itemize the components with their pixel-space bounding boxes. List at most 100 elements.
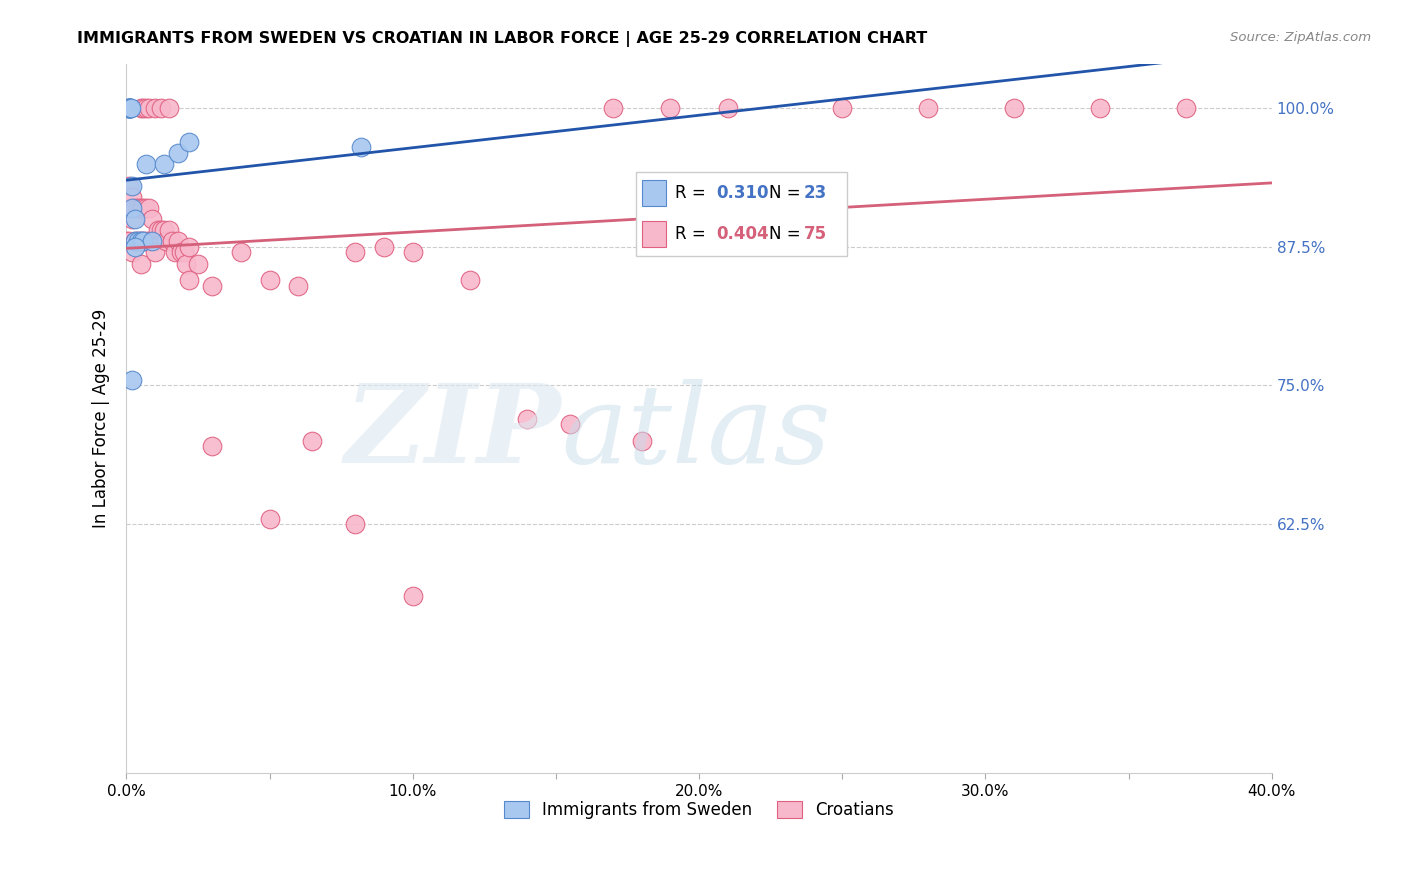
Point	[127, 201, 149, 215]
Point	[121, 201, 143, 215]
Point	[163, 245, 186, 260]
Point	[157, 223, 180, 237]
Point	[118, 102, 141, 116]
Point	[187, 256, 209, 270]
Point	[115, 235, 138, 249]
Point	[124, 235, 146, 249]
Bar	[643, 179, 666, 206]
Bar	[643, 220, 666, 247]
Point	[127, 235, 149, 249]
Point	[132, 102, 155, 116]
Point	[831, 102, 853, 116]
Point	[132, 235, 155, 249]
Point	[121, 373, 143, 387]
Point	[135, 157, 157, 171]
Point	[129, 235, 152, 249]
Point	[149, 223, 172, 237]
Point	[179, 273, 201, 287]
Text: 0.310: 0.310	[716, 184, 769, 202]
Point	[917, 102, 939, 116]
Point	[201, 440, 224, 454]
Point	[344, 245, 367, 260]
Point	[118, 201, 141, 215]
Point	[121, 245, 143, 260]
Point	[458, 273, 481, 287]
Point	[129, 235, 152, 249]
Point	[1002, 102, 1025, 116]
Text: atlas: atlas	[561, 379, 831, 487]
Point	[120, 102, 142, 116]
Legend: Immigrants from Sweden, Croatians: Immigrants from Sweden, Croatians	[498, 794, 901, 825]
Point	[143, 245, 166, 260]
Point	[120, 102, 142, 116]
Point	[630, 434, 652, 448]
Point	[149, 102, 172, 116]
Point	[166, 235, 188, 249]
Text: 23: 23	[803, 184, 827, 202]
Point	[129, 256, 152, 270]
Point	[157, 102, 180, 116]
Point	[176, 256, 198, 270]
Point	[138, 201, 160, 215]
Point	[229, 245, 252, 260]
Point	[118, 179, 141, 194]
Point	[118, 102, 141, 116]
Point	[129, 102, 152, 116]
Text: ZIP: ZIP	[344, 379, 561, 487]
Point	[170, 245, 193, 260]
Point	[135, 201, 157, 215]
Text: R =: R =	[675, 225, 706, 243]
Point	[127, 235, 149, 249]
Y-axis label: In Labor Force | Age 25-29: In Labor Force | Age 25-29	[93, 310, 110, 528]
Point	[179, 135, 201, 149]
Point	[118, 102, 141, 116]
Text: Source: ZipAtlas.com: Source: ZipAtlas.com	[1230, 31, 1371, 45]
Point	[138, 102, 160, 116]
Point	[602, 102, 624, 116]
Point	[259, 273, 281, 287]
Point	[516, 411, 538, 425]
Point	[659, 102, 682, 116]
Point	[166, 145, 188, 160]
Point	[117, 102, 139, 116]
Point	[138, 235, 160, 249]
Point	[124, 201, 146, 215]
Text: IMMIGRANTS FROM SWEDEN VS CROATIAN IN LABOR FORCE | AGE 25-29 CORRELATION CHART: IMMIGRANTS FROM SWEDEN VS CROATIAN IN LA…	[77, 31, 928, 47]
Point	[124, 212, 146, 227]
Point	[152, 157, 174, 171]
FancyBboxPatch shape	[636, 171, 846, 256]
Point	[1175, 102, 1198, 116]
Point	[118, 235, 141, 249]
Point	[132, 235, 155, 249]
Point	[152, 223, 174, 237]
Point	[141, 235, 163, 249]
Point	[124, 235, 146, 249]
Point	[135, 102, 157, 116]
Point	[402, 245, 425, 260]
Text: R =: R =	[675, 184, 706, 202]
Point	[344, 516, 367, 531]
Point	[287, 278, 309, 293]
Point	[129, 201, 152, 215]
Text: 75: 75	[803, 225, 827, 243]
Text: N =: N =	[769, 225, 800, 243]
Text: 0.404: 0.404	[716, 225, 769, 243]
Point	[121, 190, 143, 204]
Point	[373, 240, 395, 254]
Point	[118, 102, 141, 116]
Point	[201, 278, 224, 293]
Point	[717, 102, 740, 116]
Point	[141, 212, 163, 227]
Point	[143, 102, 166, 116]
Point	[402, 589, 425, 603]
Text: N =: N =	[769, 184, 800, 202]
Point	[118, 102, 141, 116]
Point	[301, 434, 323, 448]
Point	[132, 201, 155, 215]
Point	[155, 235, 177, 249]
Point	[560, 417, 582, 432]
Point	[1088, 102, 1111, 116]
Point	[121, 179, 143, 194]
Point	[179, 240, 201, 254]
Point	[160, 235, 183, 249]
